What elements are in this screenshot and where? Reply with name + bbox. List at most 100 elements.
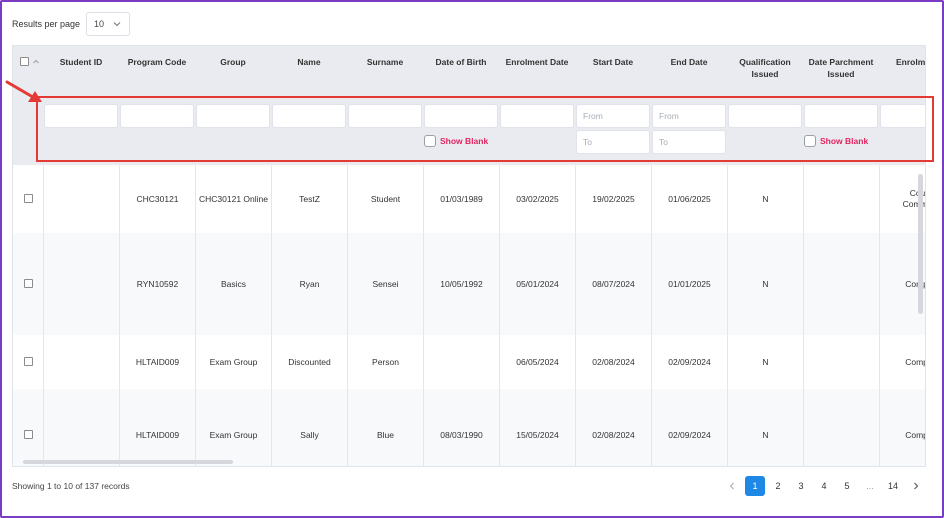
show-blank-date-parchment-issued[interactable]: Show Blank bbox=[804, 135, 868, 147]
column-header-program-code[interactable]: Program Code bbox=[127, 57, 187, 67]
cell-enrolment: Cou Comme bbox=[879, 165, 925, 233]
filter-input-program-code[interactable] bbox=[120, 104, 194, 128]
cell-enrolment: Compl bbox=[879, 335, 925, 389]
page-button-4[interactable]: 4 bbox=[821, 481, 827, 491]
column-header-group[interactable]: Group bbox=[220, 57, 246, 67]
filter-start-date-to[interactable]: To bbox=[576, 130, 650, 154]
cell-program-code: RYN10592 bbox=[119, 233, 195, 335]
vertical-scrollbar[interactable] bbox=[918, 174, 923, 314]
cell-date-parchment-issued bbox=[803, 389, 879, 466]
pagination-ellipsis: ... bbox=[866, 481, 874, 491]
page-button-14[interactable]: 14 bbox=[887, 481, 898, 491]
cell-end-date: 01/01/2025 bbox=[651, 233, 727, 335]
column-header-end-date[interactable]: End Date bbox=[670, 57, 708, 67]
filter-input-enrolment-date[interactable] bbox=[500, 104, 574, 128]
students-table: Student ID Program Code Group Name Surname Da… bbox=[12, 45, 926, 467]
pagination: 1 2 3 4 5... 14 bbox=[719, 476, 926, 496]
cell-end-date: 02/09/2024 bbox=[651, 389, 727, 466]
column-header-qualification-issued[interactable]: Qualification Issued bbox=[739, 57, 791, 79]
results-per-page: Results per page 10 bbox=[12, 12, 131, 36]
cell-qualification-issued: N bbox=[727, 165, 803, 233]
cell-student-id bbox=[43, 335, 119, 389]
cell-surname: Person bbox=[347, 335, 423, 389]
column-header-name[interactable]: Name bbox=[297, 57, 321, 67]
cell-surname: Student bbox=[347, 165, 423, 233]
filter-end-date-from[interactable]: From bbox=[652, 104, 726, 128]
table-row[interactable]: RYN10592 Basics Ryan Sensei 10/05/1992 05/01/… bbox=[13, 233, 925, 335]
chevron-down-icon bbox=[113, 22, 121, 27]
cell-enrolment-date: 03/02/2025 bbox=[499, 165, 575, 233]
chevron-right-icon bbox=[914, 482, 919, 490]
cell-end-date: 02/09/2024 bbox=[651, 335, 727, 389]
filter-input-dob[interactable] bbox=[424, 104, 498, 128]
table-header: Student ID Program Code Group Name Surname Da… bbox=[13, 46, 925, 165]
filter-input-date-parchment-issued[interactable] bbox=[804, 104, 878, 128]
cell-date-parchment-issued bbox=[803, 165, 879, 233]
cell-start-date: 19/02/2025 bbox=[575, 165, 651, 233]
filter-input-student-id[interactable] bbox=[44, 104, 118, 128]
page-button-1[interactable]: 1 bbox=[745, 476, 765, 496]
row-checkbox[interactable] bbox=[24, 430, 33, 439]
cell-enrolment: Compl bbox=[879, 233, 925, 335]
column-header-date-parchment-issued[interactable]: Date Parchment Issued bbox=[808, 57, 874, 79]
cell-start-date: 02/08/2024 bbox=[575, 335, 651, 389]
column-header-enrolment[interactable]: Enrolment bbox=[895, 57, 926, 67]
row-checkbox[interactable] bbox=[24, 279, 33, 288]
sort-icon[interactable] bbox=[32, 58, 40, 66]
show-blank-label: Show Blank bbox=[820, 136, 869, 146]
select-all-checkbox[interactable] bbox=[20, 57, 29, 66]
filter-input-name[interactable] bbox=[272, 104, 346, 128]
row-checkbox[interactable] bbox=[24, 194, 33, 203]
cell-qualification-issued: N bbox=[727, 233, 803, 335]
page-button-3[interactable]: 3 bbox=[798, 481, 804, 491]
table-row[interactable]: HLTAID009 Exam Group Sally Blue 08/03/1990 15… bbox=[13, 389, 925, 466]
cell-name: Ryan bbox=[271, 233, 347, 335]
show-blank-label: Show Blank bbox=[440, 136, 489, 146]
previous-page-button[interactable] bbox=[722, 476, 742, 496]
table-row[interactable]: CHC30121 CHC30121 Online TestZ Student 01/03… bbox=[13, 165, 925, 233]
column-header-dob[interactable]: Date of Birth bbox=[435, 57, 487, 67]
column-header-surname[interactable]: Surname bbox=[366, 57, 404, 67]
cell-end-date: 01/06/2025 bbox=[651, 165, 727, 233]
column-header-start-date[interactable]: Start Date bbox=[592, 57, 634, 67]
cell-group: CHC30121 Online bbox=[195, 165, 271, 233]
cell-program-code: CHC30121 bbox=[119, 165, 195, 233]
filter-input-group[interactable] bbox=[196, 104, 270, 128]
filter-start-date-from[interactable]: From bbox=[576, 104, 650, 128]
show-blank-checkbox[interactable] bbox=[804, 135, 816, 147]
results-per-page-label: Results per page bbox=[12, 19, 81, 29]
cell-student-id bbox=[43, 389, 119, 466]
cell-enrolment-date: 05/01/2024 bbox=[499, 233, 575, 335]
cell-start-date: 02/08/2024 bbox=[575, 389, 651, 466]
filter-input-enrolment[interactable] bbox=[880, 104, 925, 128]
column-header-student-id[interactable]: Student ID bbox=[59, 57, 103, 67]
page-button-2[interactable]: 2 bbox=[775, 481, 781, 491]
cell-date-parchment-issued bbox=[803, 233, 879, 335]
cell-surname: Sensei bbox=[347, 233, 423, 335]
cell-group: Basics bbox=[195, 233, 271, 335]
cell-name: TestZ bbox=[271, 165, 347, 233]
cell-dob: 08/03/1990 bbox=[423, 389, 499, 466]
filter-input-surname[interactable] bbox=[348, 104, 422, 128]
cell-dob: 10/05/1992 bbox=[423, 233, 499, 335]
show-blank-checkbox[interactable] bbox=[424, 135, 436, 147]
cell-dob bbox=[423, 335, 499, 389]
results-per-page-select[interactable]: 10 bbox=[86, 12, 131, 36]
cell-start-date: 08/07/2024 bbox=[575, 233, 651, 335]
filter-input-qualification-issued[interactable] bbox=[728, 104, 802, 128]
cell-qualification-issued: N bbox=[727, 389, 803, 466]
horizontal-scrollbar[interactable] bbox=[23, 460, 233, 464]
cell-group: Exam Group bbox=[195, 389, 271, 466]
page-button-5[interactable]: 5 bbox=[844, 481, 850, 491]
filter-end-date-to[interactable]: To bbox=[652, 130, 726, 154]
cell-program-code: HLTAID009 bbox=[119, 389, 195, 466]
table-row[interactable]: HLTAID009 Exam Group Discounted Person 06/05… bbox=[13, 335, 925, 389]
records-info: Showing 1 to 10 of 137 records bbox=[12, 481, 130, 491]
show-blank-dob[interactable]: Show Blank bbox=[424, 135, 488, 147]
cell-dob: 01/03/1989 bbox=[423, 165, 499, 233]
row-checkbox[interactable] bbox=[24, 357, 33, 366]
column-header-enrolment-date[interactable]: Enrolment Date bbox=[505, 57, 569, 67]
next-page-button[interactable] bbox=[906, 476, 926, 496]
cell-date-parchment-issued bbox=[803, 335, 879, 389]
